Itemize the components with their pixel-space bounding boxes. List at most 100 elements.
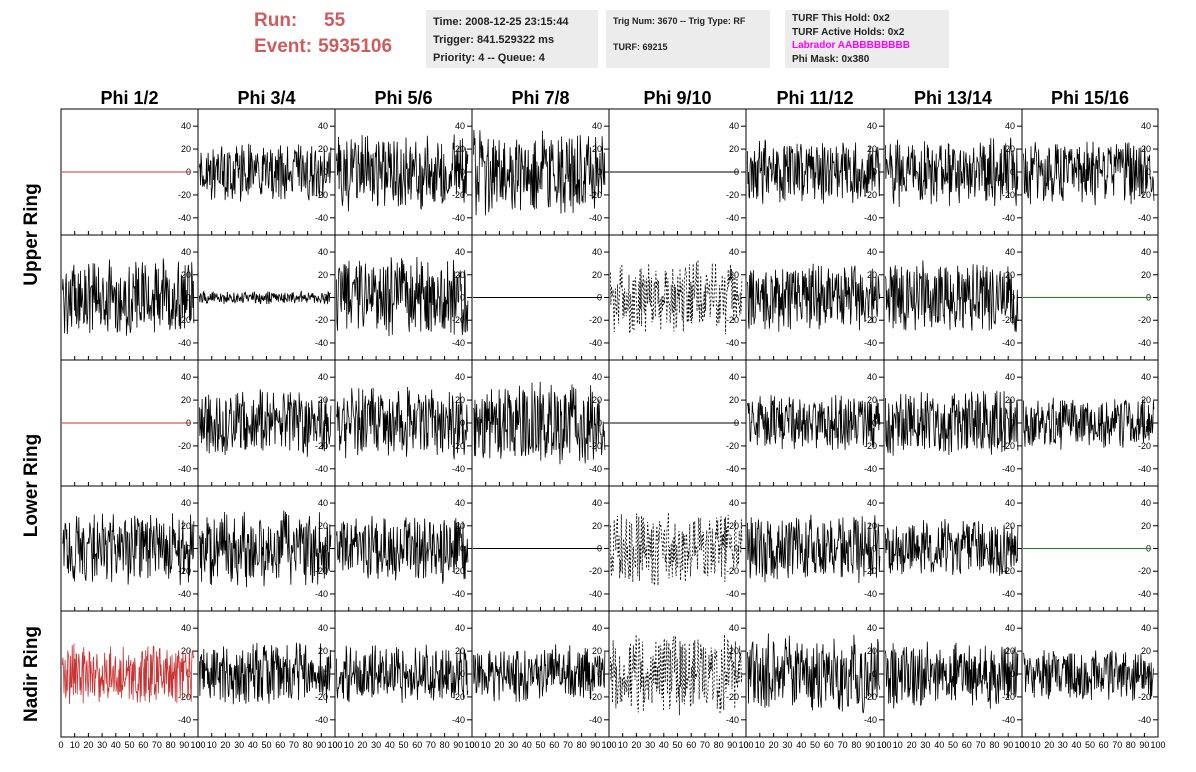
trigger-line: Trigger: 841.529322 ms: [433, 34, 555, 46]
y-tick-label: -40: [864, 213, 877, 223]
y-tick-label: 40: [867, 372, 877, 382]
y-tick-label: 20: [318, 270, 328, 280]
y-tick-label: 40: [867, 247, 877, 257]
x-tick-label: 0: [1019, 740, 1024, 750]
x-tick-label: 90: [590, 740, 600, 750]
x-tick-label: 60: [1099, 740, 1109, 750]
row-title: Upper Ring: [21, 183, 42, 285]
series-line: [199, 642, 332, 705]
labrador-line: Labrador AABBBBBBBB: [792, 40, 910, 51]
y-tick-label: 20: [1141, 521, 1151, 531]
y-tick-label: 0: [872, 544, 877, 554]
y-tick-label: 40: [455, 247, 465, 257]
series-line: [199, 290, 331, 305]
y-tick-label: -20: [178, 566, 191, 576]
series-line: [473, 381, 606, 465]
y-tick-label: 40: [318, 372, 328, 382]
y-tick-label: -20: [178, 441, 191, 451]
x-tick-label: 60: [686, 740, 696, 750]
y-tick-label: 40: [455, 498, 465, 508]
y-tick-label: 0: [186, 293, 191, 303]
y-tick-label: 40: [1005, 247, 1015, 257]
x-tick-label: 50: [672, 740, 682, 750]
x-tick-label: 20: [631, 740, 641, 750]
event-value: 5935106: [318, 36, 393, 57]
x-tick-label: 60: [824, 740, 834, 750]
y-tick-label: 20: [181, 646, 191, 656]
x-tick-label: 30: [645, 740, 655, 750]
y-tick-label: 0: [1010, 418, 1015, 428]
y-tick-label: 20: [729, 144, 739, 154]
series-line: [199, 143, 332, 202]
x-tick-label: 100: [327, 740, 342, 750]
y-tick-label: -20: [864, 315, 877, 325]
y-tick-label: 20: [867, 395, 877, 405]
x-tick-label: 40: [1071, 740, 1081, 750]
x-tick-label: 10: [755, 740, 765, 750]
y-tick-label: -20: [315, 692, 328, 702]
x-tick-label: 50: [124, 740, 134, 750]
x-tick-label: 60: [275, 740, 285, 750]
x-tick-label: 10: [207, 740, 217, 750]
x-tick-label: 80: [1126, 740, 1136, 750]
y-tick-label: -20: [589, 315, 602, 325]
y-tick-label: -20: [1138, 190, 1151, 200]
y-tick-label: -40: [452, 213, 465, 223]
x-tick-label: 60: [412, 740, 422, 750]
y-tick-label: -40: [1002, 589, 1015, 599]
y-tick-label: -20: [452, 566, 465, 576]
column-title: Phi 15/16: [1051, 88, 1129, 108]
x-tick-label: 70: [563, 740, 573, 750]
y-tick-label: 40: [318, 121, 328, 131]
y-tick-label: -40: [315, 464, 328, 474]
y-tick-label: 0: [460, 293, 465, 303]
x-tick-label: 30: [920, 740, 930, 750]
event-label: Event:: [254, 36, 313, 57]
event-row: Event: 5935106: [254, 34, 392, 60]
x-tick-label: 100: [1150, 740, 1165, 750]
y-tick-label: 40: [1005, 372, 1015, 382]
x-tick-label: 70: [152, 740, 162, 750]
y-tick-label: -40: [726, 715, 739, 725]
y-tick-label: 40: [1005, 498, 1015, 508]
y-tick-label: 40: [1005, 623, 1015, 633]
y-tick-label: 20: [1005, 646, 1015, 656]
y-tick-label: -40: [178, 589, 191, 599]
y-tick-label: -40: [452, 338, 465, 348]
series-line: [885, 137, 1019, 208]
y-tick-label: -20: [178, 692, 191, 702]
x-tick-label: 50: [1085, 740, 1095, 750]
series-line: [473, 644, 606, 702]
column-title: Phi 3/4: [237, 88, 295, 108]
y-tick-label: 40: [729, 372, 739, 382]
phi-mask-line: Phi Mask: 0x380: [792, 53, 870, 65]
series-line: [336, 644, 469, 704]
y-tick-label: 20: [1141, 646, 1151, 656]
x-tick-label: 80: [303, 740, 313, 750]
y-tick-label: 40: [592, 498, 602, 508]
y-tick-label: 20: [867, 144, 877, 154]
y-tick-label: 20: [592, 395, 602, 405]
y-tick-label: 40: [592, 121, 602, 131]
y-tick-label: -20: [1138, 566, 1151, 576]
x-tick-label: 80: [989, 740, 999, 750]
y-tick-label: 20: [1141, 144, 1151, 154]
y-tick-label: 20: [592, 270, 602, 280]
x-tick-label: 100: [1014, 740, 1029, 750]
y-tick-label: -20: [452, 190, 465, 200]
y-tick-label: -20: [1002, 566, 1015, 576]
y-tick-label: 20: [318, 521, 328, 531]
series-line: [610, 259, 743, 335]
series-line: [336, 256, 469, 337]
x-tick-label: 30: [782, 740, 792, 750]
y-tick-label: 40: [867, 498, 877, 508]
y-tick-label: 20: [181, 521, 191, 531]
y-tick-label: -40: [178, 715, 191, 725]
y-tick-label: -20: [452, 315, 465, 325]
turf-active-line: TURF Active Holds: 0x2: [792, 26, 905, 38]
x-tick-label: 30: [234, 740, 244, 750]
series-line: [610, 634, 743, 716]
row-title: Lower Ring: [21, 434, 42, 537]
y-tick-label: 40: [1141, 623, 1151, 633]
